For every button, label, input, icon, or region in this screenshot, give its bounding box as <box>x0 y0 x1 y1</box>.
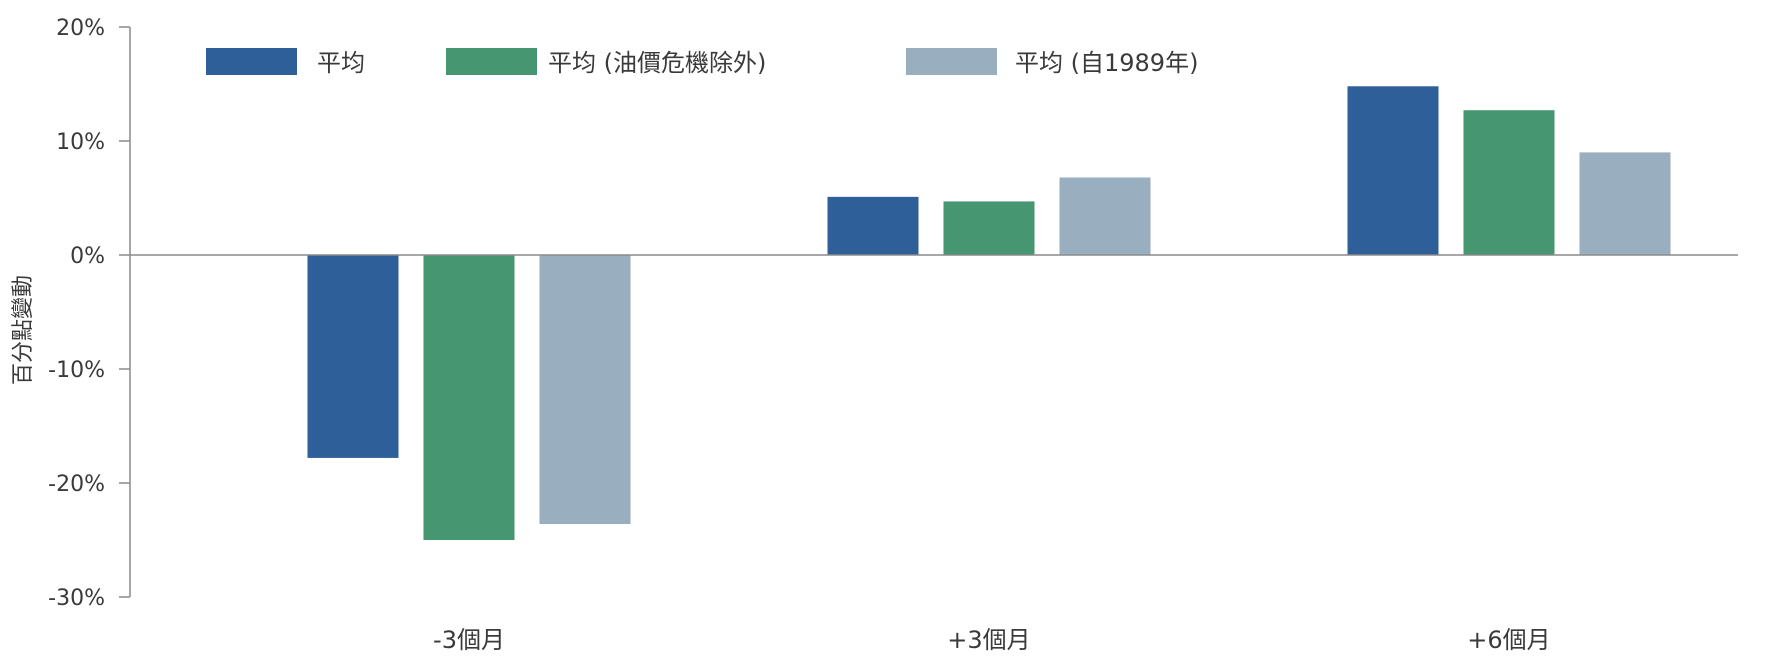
x-tick-label: +6個月 <box>1467 626 1550 654</box>
x-tick-label: +3個月 <box>947 626 1030 654</box>
legend-swatch-avg-ex-oil <box>446 48 537 75</box>
y-tick-label: 0% <box>70 244 105 269</box>
bar <box>423 255 515 540</box>
bar <box>1463 110 1555 255</box>
y-tick-label: 20% <box>56 16 105 41</box>
y-tick-label: 10% <box>56 130 105 155</box>
bars <box>307 86 1671 540</box>
y-axis-title: 百分點變動 <box>11 275 36 385</box>
y-tick-label: -20% <box>48 472 105 497</box>
x-axis-labels: -3個月 +3個月 +6個月 <box>433 626 1551 654</box>
y-tick-label: -30% <box>48 586 105 611</box>
bar <box>307 255 399 458</box>
y-tick-label: -10% <box>48 358 105 383</box>
bar <box>539 255 631 525</box>
legend-swatch-avg-since-1989 <box>906 48 997 75</box>
bar <box>943 201 1035 255</box>
bar <box>1059 177 1151 255</box>
legend: 平均 平均 (油價危機除外) 平均 (自1989年) <box>206 48 1198 77</box>
legend-swatch-avg <box>206 48 297 75</box>
y-axis: 20% 10% 0% -10% -20% -30% <box>48 16 131 611</box>
x-tick-label: -3個月 <box>433 626 505 654</box>
legend-label-avg: 平均 <box>317 49 365 77</box>
bar <box>827 196 919 255</box>
legend-label-avg-ex-oil: 平均 (油價危機除外) <box>548 49 766 77</box>
bar <box>1347 86 1439 255</box>
legend-label-avg-since-1989: 平均 (自1989年) <box>1015 49 1198 77</box>
bar <box>1579 152 1671 255</box>
